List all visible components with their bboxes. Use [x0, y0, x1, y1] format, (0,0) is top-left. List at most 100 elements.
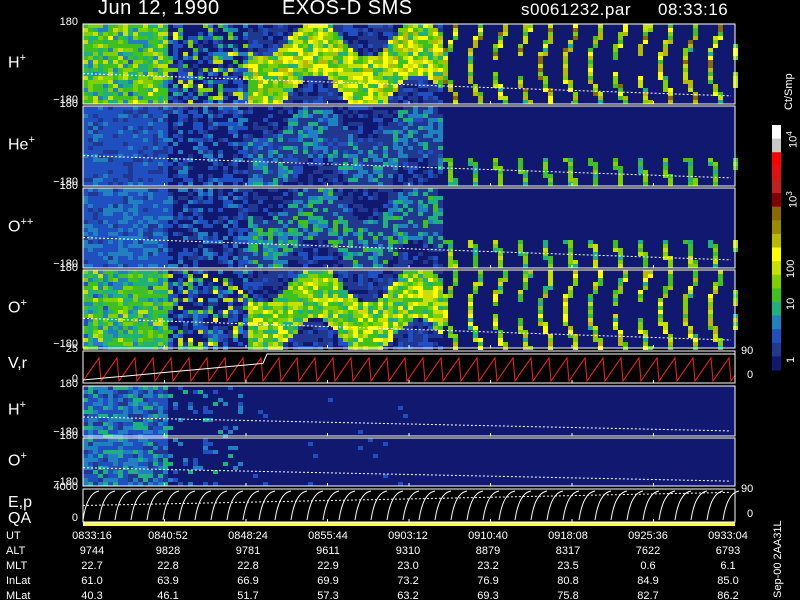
file-name: s0061232.par: [521, 0, 631, 19]
colorbar-swatch: [772, 165, 781, 180]
footer-mlat-value: 40.3: [81, 590, 103, 600]
footer-ut-value: 0848:24: [228, 530, 268, 542]
panel-4-charge: +: [20, 297, 27, 309]
panel-4-ymax: 180: [59, 262, 78, 274]
panel-7-charge: +: [20, 450, 27, 462]
colorbar-label-text: 1: [785, 356, 797, 363]
footer-inlat-value: 76.9: [477, 575, 499, 587]
panel-8-ymin: 0: [71, 512, 78, 524]
panel-1-charge: +: [19, 52, 26, 64]
panel-4-label: O+: [8, 297, 27, 317]
footer-alt-value: 7622: [635, 545, 661, 557]
plot-date: Jun 12, 1990: [98, 0, 220, 19]
colorbar-label-5: 1: [785, 357, 797, 363]
colorbar-label-text: 10: [785, 297, 797, 310]
footer-ut-value: 0833:16: [72, 530, 112, 542]
panel-5-label: V,r: [8, 355, 27, 373]
footer-ut-value: 0855:44: [308, 530, 348, 542]
footer-row-alt-name: ALT: [6, 545, 26, 557]
footer-ut-value: 0933:04: [708, 530, 748, 542]
footer-side-label: Sep-00 2AA31L: [772, 520, 784, 598]
colorbar-swatch: [772, 274, 781, 289]
instrument-name: EXOS-D SMS: [282, 0, 413, 19]
panel-6-name: H: [8, 401, 20, 419]
footer-mlt-value: 22.7: [81, 560, 103, 572]
footer-inlat-value: 69.9: [317, 575, 339, 587]
panel-8-ymax: 4000: [53, 481, 78, 493]
panel-5-name: V,r: [8, 355, 27, 372]
panel-8-name: E,p: [8, 493, 33, 511]
colorbar-label-3: 100: [785, 260, 797, 278]
footer-ut-value: 0910:40: [468, 530, 508, 542]
footer-mlt-value: 22.9: [317, 560, 339, 572]
footer-mlat-value: 86.2: [717, 590, 739, 600]
footer-mlt-value: 23.2: [477, 560, 499, 572]
panel-7-ymax: 180: [59, 430, 78, 442]
footer-ut-value: 0840:52: [148, 530, 188, 542]
panel-8-image: [82, 488, 740, 526]
panel-4-ymin: −180: [53, 338, 78, 350]
panel-2-image: [82, 105, 738, 187]
colorbar-swatch: [772, 152, 781, 167]
footer-ut-value: 0918:08: [548, 530, 588, 542]
panel-4-image: [82, 269, 738, 350]
footer-alt-value: 9744: [79, 545, 105, 557]
footer-alt-value: 9828: [155, 545, 181, 557]
colorbar-swatch: [772, 342, 781, 357]
panel-2-charge: +: [28, 134, 35, 146]
panel-1-image: [82, 23, 738, 105]
colorbar-swatch: [772, 261, 781, 276]
colorbar-swatch: [772, 179, 781, 194]
panel-1-ymax: 180: [59, 16, 78, 28]
footer-mlt-value: 22.8: [237, 560, 259, 572]
panel-3-ymax: 180: [59, 180, 78, 192]
panel-5-right-min: 0: [747, 369, 754, 381]
panel-3-ymin: −180: [53, 258, 78, 270]
footer-ut-value: 0903:12: [388, 530, 428, 542]
colorbar-label-exp: 4: [785, 131, 794, 136]
panel-6-ymin: −180: [53, 426, 78, 438]
footer-alt-value: 9781: [235, 545, 261, 557]
colorbar-swatch: [772, 138, 781, 153]
colorbar-swatch: [772, 220, 781, 235]
colorbar-swatch: [772, 247, 781, 262]
colorbar-label-2: 103: [785, 191, 800, 208]
footer-alt-value: 9310: [395, 545, 421, 557]
footer-row-ut-name: UT: [6, 530, 21, 542]
colorbar-swatch: [772, 315, 781, 330]
panel-3-name: O: [8, 218, 21, 236]
panel-2-ymax: 180: [59, 98, 78, 110]
footer-mlat-value: 82.7: [637, 590, 659, 600]
footer-mlat-value: 57.3: [317, 590, 339, 600]
panel-8-label2: QA: [8, 509, 32, 527]
panel-7-label: O+: [8, 450, 27, 470]
footer-inlat-value: 85.0: [717, 575, 739, 587]
colorbar-swatch: [772, 301, 781, 317]
panel-5-image: [82, 350, 736, 384]
footer-alt-value: 9611: [316, 545, 340, 557]
panel-6-charge: +: [19, 399, 26, 411]
panel-7-ymin: −180: [53, 476, 78, 488]
plot-time: 08:33:16: [658, 0, 729, 19]
panel-2-ymin: −180: [53, 176, 78, 188]
panel-6-ymax: 180: [59, 378, 78, 390]
colorbar-label-text: 10: [787, 195, 800, 208]
panel-1-name: H: [8, 54, 20, 72]
panel-5-ymax: 25: [65, 343, 78, 355]
colorbar-label-1: 104: [785, 131, 800, 148]
footer-inlat-value: 80.8: [557, 575, 579, 587]
footer-mlat-value: 69.3: [477, 590, 499, 600]
footer-row-mlt-name: MLT: [6, 560, 28, 572]
footer-ut-value: 0925:36: [628, 530, 668, 542]
panel-1-ymin: −180: [53, 94, 78, 106]
panel-3-charge: ++: [20, 216, 34, 228]
footer-inlat-value: 66.9: [237, 575, 259, 587]
panel-7-image: [82, 437, 736, 487]
colorbar-swatch: [772, 329, 781, 344]
footer-alt-value: 6793: [715, 545, 741, 557]
footer-alt-value: 8317: [555, 545, 581, 557]
footer-mlt-value: 0.6: [640, 560, 656, 572]
colorbar-label-text: 100: [785, 259, 797, 278]
